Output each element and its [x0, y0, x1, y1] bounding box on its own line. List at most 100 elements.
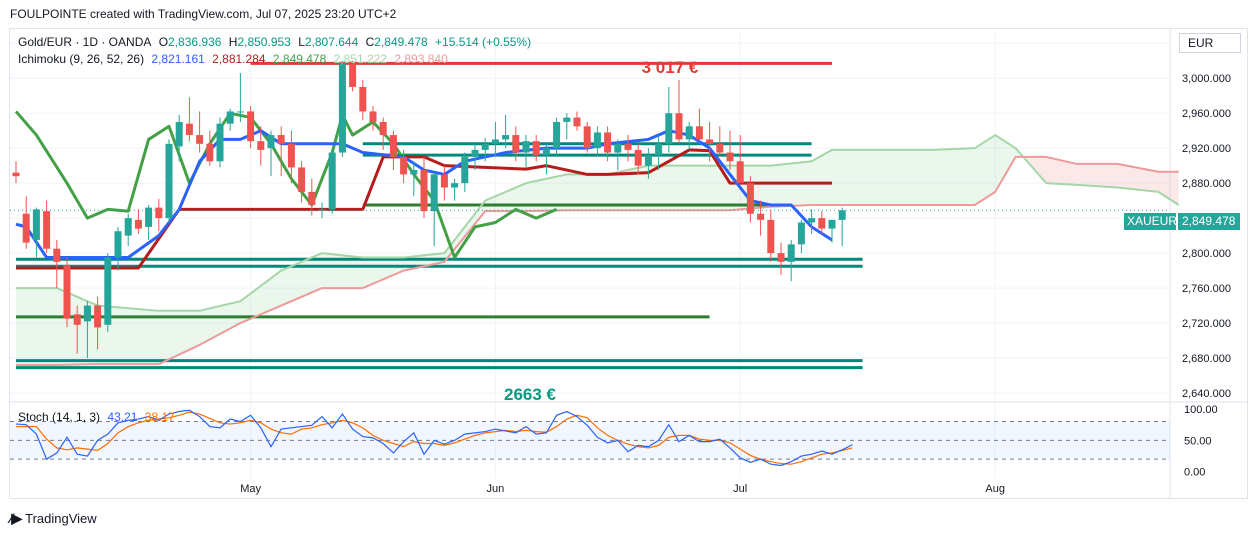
candle-down	[512, 135, 520, 153]
candle-down	[400, 156, 408, 175]
change-value: +15.514 (+0.55%)	[435, 35, 532, 49]
last-price-tag: 2,849.478	[1178, 213, 1240, 230]
price-tick-label: 2,920.000	[1182, 143, 1231, 155]
candle-up	[32, 209, 40, 240]
candle-down	[359, 86, 367, 112]
chart-frame	[9, 28, 1248, 499]
candle-up	[838, 210, 846, 220]
candle-down	[63, 265, 71, 319]
candle-down	[818, 218, 826, 229]
price-tick-label: 2,960.000	[1182, 108, 1231, 120]
support-resistance-levels	[16, 61, 863, 370]
candle-down	[726, 152, 734, 162]
candle-up	[461, 156, 469, 184]
candle-down	[196, 135, 204, 144]
candle-down	[675, 113, 683, 140]
ichimoku-base-value: 2,881.284	[212, 52, 266, 66]
candle-up	[644, 155, 652, 166]
candle-up	[226, 111, 234, 124]
candle-up	[216, 123, 224, 162]
candle-down	[624, 143, 632, 150]
price-tick-label: 2,800.000	[1182, 248, 1231, 260]
price-tick-label: 2,720.000	[1182, 318, 1231, 330]
candle-up	[542, 148, 550, 156]
candle-up	[787, 244, 795, 262]
candle-up	[338, 63, 346, 153]
annotation-bottom-price: 2663 €	[504, 385, 557, 404]
currency-selector[interactable]: EUR	[1179, 33, 1241, 53]
price-tick-label: 2,680.000	[1182, 353, 1231, 365]
annotation-top-price: 3 017 €	[642, 58, 699, 77]
close-value: 2,849.478	[374, 35, 428, 49]
candle-down	[604, 132, 612, 153]
time-tick-label: Jun	[487, 483, 505, 495]
candle-up	[593, 132, 601, 149]
candle-up	[655, 143, 663, 156]
candle-down	[746, 183, 754, 214]
candle-down	[379, 121, 387, 136]
candle-down	[757, 213, 765, 220]
price-axis[interactable]: 3,040.0003,000.0002,960.0002,920.0002,88…	[1182, 38, 1231, 478]
candle-up	[797, 222, 805, 245]
tradingview-logo[interactable]: ⁄▶ TradingView	[10, 510, 97, 527]
candle-up	[451, 183, 459, 188]
candle-up	[471, 149, 479, 157]
candle-up	[481, 143, 489, 150]
candle-down	[206, 143, 214, 162]
stoch-k-value: 43.21	[107, 410, 138, 424]
candle-down	[532, 141, 540, 156]
candle-up	[685, 126, 693, 140]
symbol-name[interactable]: Gold/EUR · 1D · OANDA	[18, 35, 152, 49]
candle-down	[389, 135, 397, 157]
candle-down	[247, 111, 255, 142]
candle-down	[53, 248, 61, 262]
candles	[12, 60, 846, 359]
candle-down	[440, 174, 448, 188]
candle-up	[267, 135, 275, 149]
candle-down	[767, 219, 775, 254]
candle-down	[573, 117, 581, 127]
ichimoku-legend[interactable]: Ichimoku (9, 26, 52, 26) 2,821.161 2,881…	[18, 52, 452, 66]
candle-up	[114, 231, 122, 258]
candle-down	[134, 219, 142, 229]
stochastic-pane	[10, 409, 1170, 467]
lagging-span-line	[14, 110, 558, 259]
tradingview-wordmark: TradingView	[25, 511, 97, 526]
price-tick-label: 3,000.000	[1182, 73, 1231, 85]
candle-up	[83, 305, 91, 322]
stoch-tick-label: 100.00	[1184, 404, 1218, 416]
ichimoku-lagging-value: 2,849.478	[272, 52, 327, 66]
candle-down	[12, 172, 20, 177]
candle-up	[328, 152, 336, 210]
candle-up	[236, 111, 244, 113]
candle-down	[298, 167, 306, 192]
candle-up	[665, 113, 673, 144]
candle-down	[287, 143, 295, 168]
stoch-label[interactable]: Stoch (14, 1, 3)	[18, 410, 101, 424]
low-value: 2,807.644	[304, 35, 359, 49]
candle-up	[410, 170, 418, 175]
candle-up	[104, 257, 112, 325]
candle-up	[828, 219, 836, 229]
candle-up	[145, 207, 153, 227]
stoch-legend[interactable]: Stoch (14, 1, 3) 43.21 38.17	[18, 410, 179, 424]
time-axis[interactable]: May Jun Jul Aug	[240, 483, 1005, 495]
candle-up	[808, 218, 816, 223]
ichimoku-label[interactable]: Ichimoku (9, 26, 52, 26)	[18, 52, 145, 66]
ichimoku-conversion-value: 2,821.161	[151, 52, 205, 66]
candle-up	[165, 143, 173, 219]
candle-down	[349, 63, 357, 87]
candle-up	[563, 117, 571, 122]
low-label: L	[298, 35, 305, 49]
candle-down	[716, 143, 724, 153]
open-label: O	[158, 35, 169, 49]
candle-down	[22, 213, 30, 243]
price-tick-label: 2,880.000	[1182, 178, 1231, 190]
time-tick-label: Aug	[985, 483, 1005, 495]
candle-up	[502, 135, 510, 140]
candle-up	[124, 218, 132, 236]
stoch-tick-label: 50.00	[1184, 435, 1212, 447]
symbol-legend[interactable]: Gold/EUR · 1D · OANDA O2,836.936 H2,850.…	[18, 35, 535, 49]
candle-down	[94, 305, 102, 328]
